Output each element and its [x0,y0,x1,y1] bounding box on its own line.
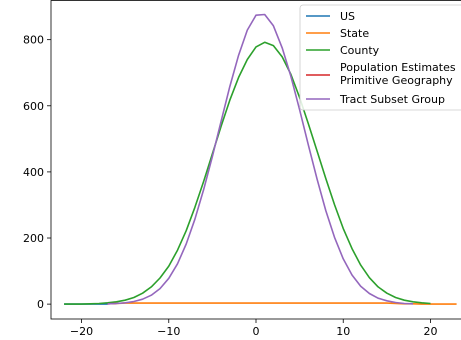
x-tick-label: 20 [423,325,437,338]
legend-label-state: State [340,27,369,40]
x-axis: −20 −10 0 10 20 [70,319,437,338]
series-lines [64,13,457,305]
legend-box [299,4,461,111]
plot-frame [50,0,461,320]
y-axis: 0 200 400 600 800 [23,34,51,311]
y-tick-label: 600 [23,100,44,113]
y-tick-label: 400 [23,166,44,179]
x-tick-label: 10 [336,325,350,338]
x-tick-label: −10 [157,325,180,338]
legend-label-tract-subset-group: Tract Subset Group [339,93,445,106]
legend-label-us: US [340,10,355,23]
legend-label-county: County [340,44,380,57]
y-tick-label: 800 [23,34,44,47]
x-tick-label: −20 [70,325,93,338]
legend: US State County Population Estimates Primiti… [299,4,461,111]
y-tick-label: 0 [37,298,44,311]
series-line-county [64,41,431,305]
y-tick-label: 200 [23,232,44,245]
x-tick-label: 0 [253,325,260,338]
series-line-tract-subset-group [107,13,414,305]
legend-label-population-estimates-primitive-geography: Population Estimates Primitive Geography [340,61,456,87]
